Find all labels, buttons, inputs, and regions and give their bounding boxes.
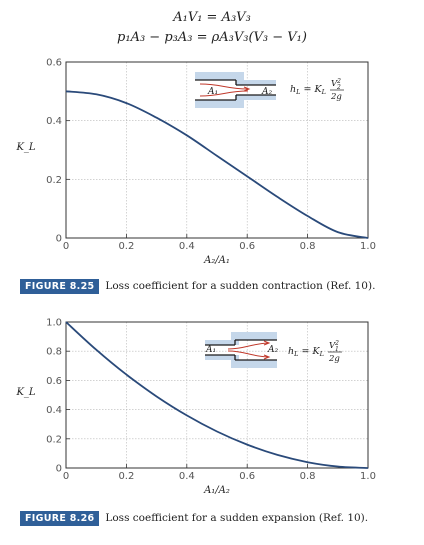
y-tick-label: 0.2 [46, 175, 62, 186]
y-axis-label: K_L [15, 387, 35, 398]
y-tick-label: 0.4 [46, 405, 62, 416]
x-axis-label: A₁/A₂ [203, 485, 230, 496]
inset2-wall-bottom-wide [235, 360, 277, 368]
inset2-arrowhead-2 [263, 354, 271, 360]
y-tick-label: 0 [56, 464, 62, 475]
x-tick-label: 0.4 [179, 241, 195, 252]
svg-text:2g: 2g [328, 354, 340, 364]
plot-frame [65, 321, 369, 469]
y-tick-label: 0 [56, 234, 62, 245]
inset2-wall-top-wide [235, 332, 277, 340]
continuity-equation: A₁V₁ = A₃V₃ [173, 10, 251, 25]
x-tick-label: 0.6 [239, 471, 255, 482]
svg-text:2g: 2g [330, 92, 342, 102]
inset-step-top [236, 72, 244, 85]
contraction-diagram: A₁ A₂ [195, 72, 276, 108]
contraction-chart: 0 0.2 0.4 0.6 0.8 1.0 0 0.2 0.4 0.6 A₂/A₁ K_L [15, 58, 376, 267]
inset2-area-out-label: A₂ [267, 345, 278, 355]
y-tick-label: 0.6 [46, 58, 62, 69]
expansion-diagram: A₁ A₂ [205, 332, 278, 368]
x-tick-label: 0.6 [239, 241, 255, 252]
inset2-wall-top-narrow [205, 340, 235, 345]
x-tick-label: 0.8 [300, 241, 316, 252]
figure-caption-8-25: FIGURE 8.25 Loss coefficient for a sudden… [20, 279, 375, 294]
x-tick-label: 0 [63, 471, 69, 482]
caption-text: Loss coefficient for a sudden expansion … [105, 512, 369, 524]
inset-area-out-label: A₂ [261, 87, 272, 97]
y-tick-label: 0.6 [46, 376, 62, 387]
figure-badge: FIGURE 8.26 [20, 511, 100, 526]
plot-frame [65, 61, 369, 239]
expansion-formula: hL = KL V2 1 2g [288, 340, 342, 364]
figure-caption-8-26: FIGURE 8.26 Loss coefficient for a sudden… [20, 511, 368, 526]
loss-coefficient-curve [65, 321, 369, 469]
x-tick-label: 1.0 [360, 471, 376, 482]
figure-badge: FIGURE 8.25 [20, 279, 100, 294]
x-tick-label: 0.4 [179, 471, 195, 482]
inset-area-in-label: A₁ [207, 87, 218, 97]
inset-wall-top-wide [195, 72, 239, 80]
svg-text:hL = KL: hL = KL [290, 84, 326, 96]
inset2-streamline-1 [227, 342, 269, 350]
x-tick-label: 0.2 [118, 471, 134, 482]
y-tick-label: 0.8 [46, 347, 62, 358]
inset-wall-bottom-narrow [244, 95, 276, 100]
svg-text:V22: V2 2 [331, 78, 341, 91]
svg-text:V21: V2 1 [329, 340, 339, 353]
x-axis-label: A₂/A₁ [203, 255, 230, 266]
y-tick-label: 0.2 [46, 434, 62, 445]
y-tick-label: 1.0 [46, 318, 62, 329]
inset2-streamline-2 [227, 350, 269, 358]
y-tick-label: 0.4 [46, 116, 62, 127]
x-tick-label: 1.0 [360, 241, 376, 252]
momentum-equation: p₁A₃ − p₃A₃ = ρA₃V₃(V₃ − V₁) [117, 30, 307, 45]
inset-streamline-2 [199, 90, 249, 97]
x-tick-label: 0.8 [300, 471, 316, 482]
inset2-arrowhead-1 [263, 340, 271, 346]
contraction-formula: hL = KL V2 2 2g [290, 78, 344, 102]
x-tick-label: 0.2 [118, 241, 134, 252]
inset2-wall-bottom-narrow [205, 355, 235, 360]
inset2-area-in-label: A₁ [205, 345, 216, 355]
inset-streamline-1 [199, 83, 249, 90]
inset-arrowhead [243, 86, 251, 92]
x-tick-label: 0 [63, 241, 69, 252]
inset-wall-bottom-wide [195, 100, 239, 108]
y-axis-label: K_L [15, 142, 35, 153]
loss-coefficient-curve [65, 90, 369, 239]
caption-text: Loss coefficient for a sudden contractio… [105, 280, 376, 292]
svg-text:hL = KL: hL = KL [288, 346, 324, 358]
inset-step-bottom [236, 95, 244, 108]
inset-wall-top-narrow [244, 80, 276, 85]
expansion-chart: 0 0.2 0.4 0.6 0.8 1.0 0 0.2 0.4 0.6 0.8 1.0 A₁/A₂ K_L [15, 318, 376, 497]
